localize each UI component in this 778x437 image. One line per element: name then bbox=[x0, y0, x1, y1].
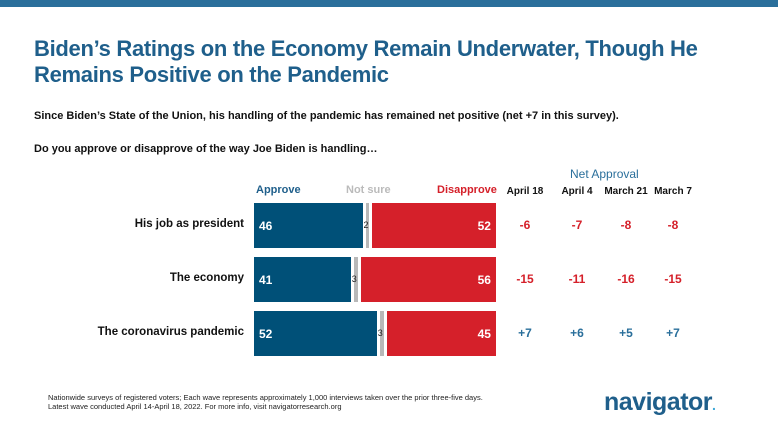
page-title: Biden’s Ratings on the Economy Remain Un… bbox=[34, 36, 698, 87]
bar-disapprove: 45 bbox=[386, 311, 496, 356]
not-sure-label: 2 bbox=[363, 220, 369, 230]
bar-disapprove: 56 bbox=[361, 257, 496, 302]
net-column-header: April 18 bbox=[506, 186, 544, 197]
bar-approve: 41 bbox=[254, 257, 351, 302]
net-approval-value: +6 bbox=[570, 326, 584, 340]
net-approval-value: +5 bbox=[619, 326, 633, 340]
bar-not-sure bbox=[353, 257, 358, 302]
bar-disapprove: 52 bbox=[371, 203, 496, 248]
net-column-header: April 4 bbox=[561, 186, 593, 197]
net-approval-value: -16 bbox=[617, 272, 635, 286]
question: Do you approve or disapprove of the way … bbox=[34, 143, 378, 155]
net-column-header: March 21 bbox=[604, 186, 648, 197]
row-label: The coronavirus pandemic bbox=[97, 326, 244, 338]
net-approval-value: -15 bbox=[516, 272, 534, 286]
bar-not-sure bbox=[365, 203, 369, 248]
net-approval-header: Net Approval bbox=[570, 167, 639, 181]
subtitle: Since Biden’s State of the Union, his ha… bbox=[34, 110, 619, 122]
net-approval-value: +7 bbox=[518, 326, 532, 340]
navigator-logo: navigator. bbox=[604, 388, 716, 416]
row-label: His job as president bbox=[134, 218, 244, 230]
footnote-line-2: Latest wave conducted April 14-April 18,… bbox=[48, 402, 342, 411]
net-approval-value: -8 bbox=[620, 218, 632, 232]
legend-disapprove: Disapprove bbox=[437, 184, 497, 196]
net-column-header: March 7 bbox=[654, 186, 692, 197]
bar-not-sure bbox=[379, 311, 384, 356]
footnote: Nationwide surveys of registered voters;… bbox=[48, 393, 483, 411]
logo-text: navigator bbox=[604, 388, 713, 416]
net-approval-value: -7 bbox=[571, 218, 583, 232]
bar-approve: 52 bbox=[254, 311, 377, 356]
net-approval-value: -8 bbox=[667, 218, 679, 232]
not-sure-label: 3 bbox=[351, 274, 357, 284]
net-approval-value: -15 bbox=[664, 272, 682, 286]
footnote-line-1: Nationwide surveys of registered voters;… bbox=[48, 393, 483, 402]
top-stripe bbox=[0, 0, 778, 7]
not-sure-label: 3 bbox=[377, 328, 383, 338]
net-approval-value: -6 bbox=[519, 218, 531, 232]
net-approval-value: -11 bbox=[568, 272, 586, 286]
legend-approve: Approve bbox=[256, 184, 301, 196]
bar-approve: 46 bbox=[254, 203, 363, 248]
row-label: The economy bbox=[169, 272, 244, 284]
legend-not-sure: Not sure bbox=[346, 184, 391, 196]
net-approval-value: +7 bbox=[666, 326, 680, 340]
